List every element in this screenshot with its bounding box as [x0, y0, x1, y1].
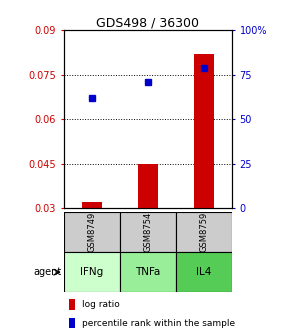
- Text: GSM8759: GSM8759: [200, 212, 209, 252]
- Text: GSM8749: GSM8749: [87, 212, 96, 252]
- Bar: [194, 54, 214, 208]
- Text: agent: agent: [33, 267, 61, 277]
- Bar: [176, 252, 232, 292]
- Bar: [69, 318, 75, 328]
- Bar: [64, 212, 120, 252]
- Text: GSM8754: GSM8754: [143, 212, 153, 252]
- Text: percentile rank within the sample: percentile rank within the sample: [81, 319, 235, 328]
- Bar: [82, 202, 102, 208]
- Bar: [64, 252, 120, 292]
- Bar: [120, 252, 176, 292]
- Bar: [69, 299, 75, 310]
- Bar: [138, 164, 158, 208]
- Text: log ratio: log ratio: [81, 300, 119, 309]
- Bar: [176, 212, 232, 252]
- Text: IFNg: IFNg: [80, 267, 104, 277]
- Bar: [120, 212, 176, 252]
- Text: TNFa: TNFa: [135, 267, 161, 277]
- Title: GDS498 / 36300: GDS498 / 36300: [96, 16, 200, 29]
- Text: IL4: IL4: [196, 267, 212, 277]
